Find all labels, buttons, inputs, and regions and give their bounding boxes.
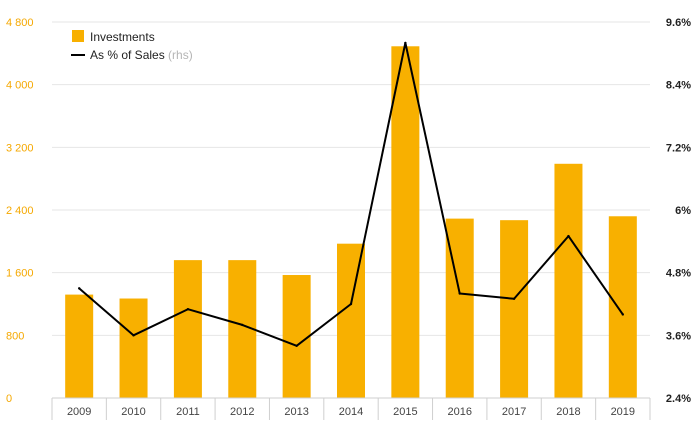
x-axis-tick-label: 2018 [556,406,580,418]
x-axis-tick-label: 2016 [447,406,471,418]
left-axis-tick-label: 3 200 [6,142,34,154]
bar-investments-2018 [554,163,583,398]
x-axis-tick-label: 2010 [121,406,145,418]
x-axis-tick-label: 2019 [611,406,635,418]
right-axis-tick-label: 3.6% [666,330,691,342]
right-axis-tick-label: 4.8% [666,268,691,280]
x-axis-tick-label: 2014 [339,406,363,418]
x-axis-tick-label: 2015 [393,406,417,418]
left-axis-tick-label: 4 000 [6,80,34,92]
bar-investments-2010 [119,298,148,398]
line-point-2009 [77,287,81,290]
axes-layer: 0 800 1 600 2 400 3 200 4 000 4 800 2.4% 3.6% 4.8… [6,17,691,420]
line-point-2011 [186,308,190,311]
x-axis-tick-label: 2011 [176,406,200,418]
line-point-2012 [241,323,244,327]
legend-swatch-investments [72,30,84,42]
legend-suffix-rhs: (rhs) [168,48,193,62]
right-axis-tick-label: 6% [675,205,691,217]
line-point-2013 [295,344,298,347]
bar-investments-2013 [282,275,311,398]
legend: Investments As % of Sales (rhs) [71,30,193,62]
line-as-pct-of-sales [78,41,624,347]
left-axis-tick-label: 800 [6,330,24,342]
right-axis-tick-label: 2.4% [666,393,691,405]
bar-investments-2017 [500,220,529,398]
line-point-2019 [621,313,625,316]
line-point-2018 [567,234,570,238]
right-axis-tick-label: 7.2% [666,142,691,154]
x-axis-tick-label: 2017 [502,406,526,418]
right-axis-tick-label: 9.6% [666,17,691,29]
line-layer [77,41,625,347]
line-point-2015 [404,41,407,45]
right-axis-tick-label: 8.4% [666,80,691,92]
line-point-2017 [512,297,516,300]
line-point-2010 [132,334,135,337]
bar-investments-2019 [608,216,637,398]
grid-layer [52,21,650,336]
bar-investments-2011 [173,260,202,398]
x-axis-tick-label: 2009 [67,406,91,418]
bar-investments-2015 [391,46,420,399]
line-point-2014 [349,302,353,306]
x-axis-tick-label: 2013 [284,406,308,418]
line-point-2016 [458,292,461,295]
left-axis-tick-label: 1 600 [6,268,34,280]
legend-label-investments: Investments [90,30,155,44]
bars-layer [65,46,637,399]
left-axis-tick-label: 2 400 [6,205,34,217]
left-axis-tick-label: 0 [6,393,12,405]
bar-investments-2009 [65,294,94,398]
x-axis-tick-label: 2012 [230,406,254,418]
bar-investments-2014 [337,243,365,398]
left-axis-tick-label: 4 800 [6,17,34,29]
legend-label-as-pct-of-sales: As % of Sales (rhs) [90,48,193,62]
